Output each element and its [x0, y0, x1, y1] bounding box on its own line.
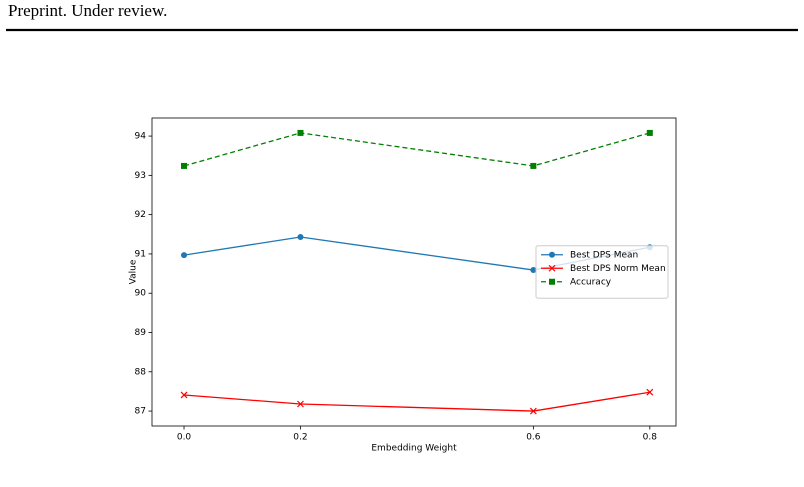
data-point — [530, 267, 537, 274]
data-point — [180, 391, 188, 399]
y-axis-label: Value — [129, 259, 139, 284]
data-point — [297, 129, 304, 136]
legend-marker — [548, 264, 556, 272]
plot-frame — [151, 117, 677, 427]
y-tick-label: 89 — [135, 328, 147, 338]
y-tick-label: 87 — [135, 407, 146, 417]
data-point — [646, 388, 654, 396]
data-point — [297, 400, 304, 408]
y-tick-label: 91 — [135, 249, 146, 259]
legend-box — [535, 245, 669, 299]
legend-label: Best DPS Mean — [570, 250, 638, 260]
x-tick-label: 0.6 — [526, 433, 541, 443]
x-tick-label: 0.0 — [177, 433, 192, 443]
y-tick-label: 88 — [135, 367, 147, 377]
data-point — [646, 129, 653, 136]
data-point — [181, 162, 188, 169]
data-point — [297, 234, 304, 241]
legend-label: Accuracy — [570, 277, 612, 287]
x-tick-label: 0.2 — [293, 433, 307, 443]
data-point — [529, 407, 537, 415]
series-line — [183, 391, 650, 412]
series-line — [183, 132, 650, 167]
legend-label: Best DPS Norm Mean — [570, 264, 666, 274]
data-point — [530, 162, 537, 169]
header-text: Preprint. Under review. — [8, 1, 167, 20]
data-point — [181, 252, 188, 259]
y-tick-label: 93 — [135, 171, 146, 181]
y-tick-label: 94 — [135, 132, 147, 142]
x-tick-label: 0.8 — [643, 433, 658, 443]
legend-marker — [549, 278, 555, 285]
legend-marker — [549, 251, 555, 258]
y-tick-label: 90 — [135, 289, 147, 299]
x-axis-label: Embedding Weight — [371, 444, 457, 454]
y-tick-label: 92 — [135, 210, 146, 220]
